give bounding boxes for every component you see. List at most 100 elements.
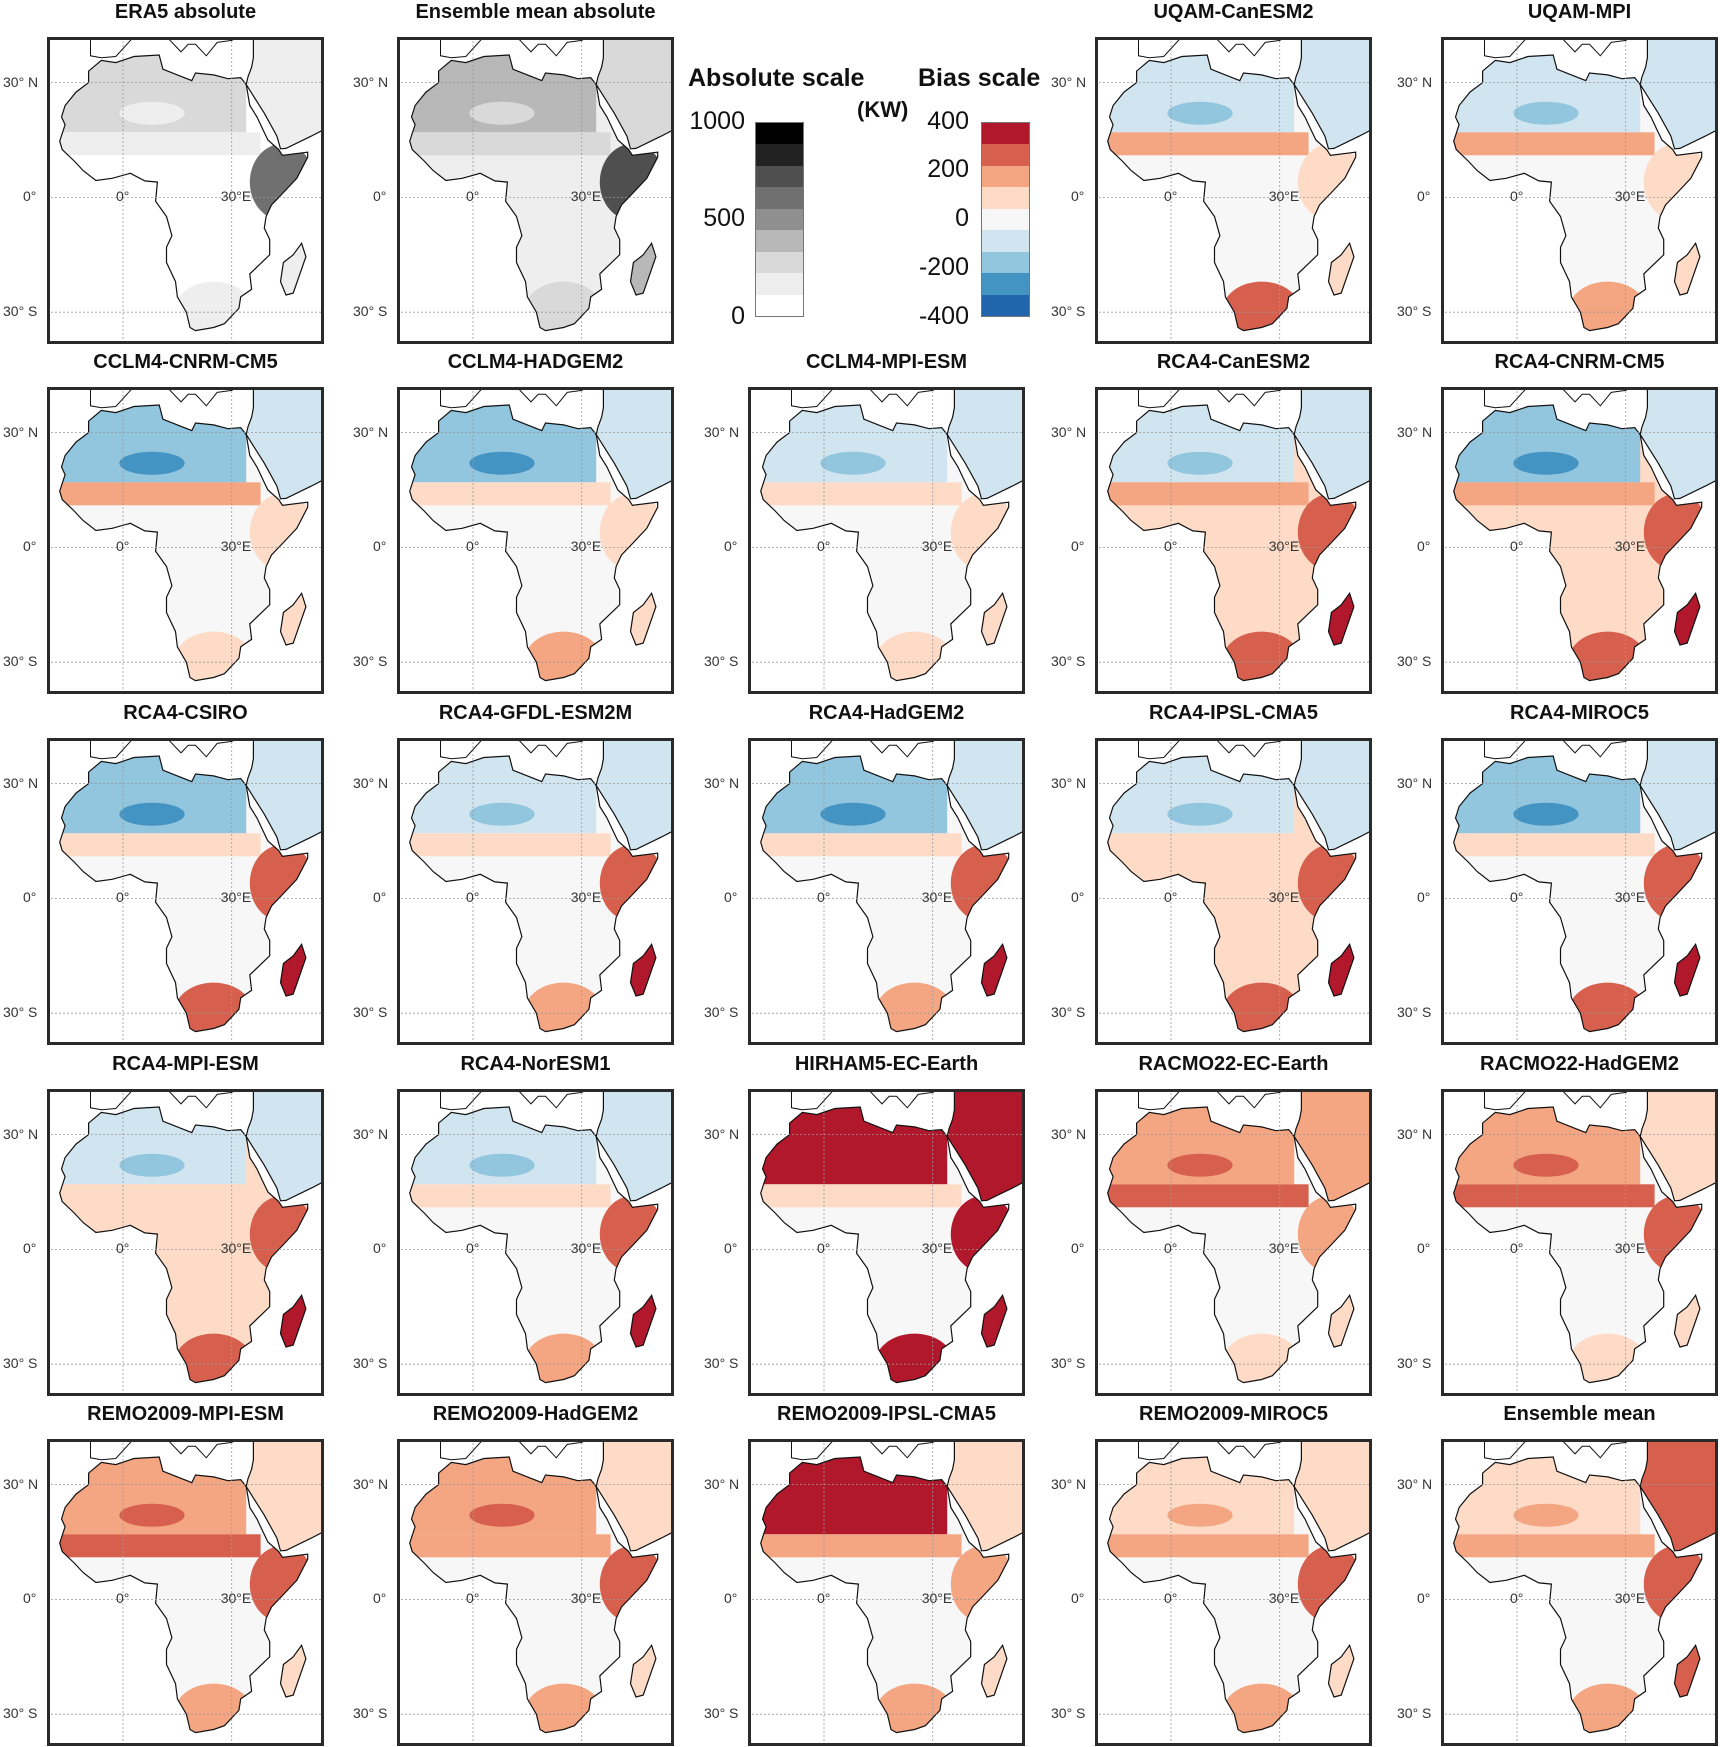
africa-map (751, 390, 1022, 691)
africa-coastline (59, 54, 309, 332)
lat-label-30n: 30° N (1397, 774, 1433, 791)
map-panel: RCA4-MIROC5 (1397, 702, 1718, 1045)
arabia-landmass (245, 40, 321, 150)
lat-label-30n: 30° N (353, 73, 389, 90)
region-north-core (1167, 802, 1233, 826)
lat-label-0: 0° (373, 188, 387, 205)
europe-landmass (1484, 1442, 1628, 1461)
map-frame: 0° 30°E (1441, 738, 1718, 1045)
colorbar-segment (982, 251, 1029, 274)
colorbar-segment (756, 187, 803, 209)
lon-label-0: 0° (1510, 1240, 1524, 1257)
lat-label-0: 0° (373, 1590, 387, 1607)
europe-landmass (1138, 390, 1282, 409)
panel-title: ERA5 absolute (114, 1, 257, 23)
map-panel: RCA4-GFDL-ESM2M (353, 702, 674, 1045)
lat-label-30n: 30° N (1051, 774, 1087, 791)
panel-title: REMO2009-MIROC5 (1139, 1403, 1328, 1425)
madagascar (980, 1643, 1008, 1698)
region-north-core (1167, 101, 1233, 125)
graticule (400, 741, 671, 1042)
region-north-core (469, 451, 535, 475)
map-frame: 0° 30°E (47, 1089, 324, 1396)
africa-map (1444, 1092, 1715, 1393)
madagascar (629, 241, 657, 296)
lat-label-30s: 30° S (1397, 303, 1432, 320)
panel-title: RCA4-CNRM-CM5 (1494, 351, 1665, 373)
lat-label-30s: 30° S (704, 1004, 739, 1021)
region-sahel (1453, 833, 1655, 857)
europe-landmass (1138, 741, 1282, 760)
africa-map (50, 390, 321, 691)
region-north-core (469, 1153, 535, 1177)
colorbar-segment (982, 230, 1029, 252)
lon-label-0: 0° (116, 889, 130, 906)
lat-label-30s: 30° S (1051, 1705, 1086, 1722)
lon-label-0: 0° (116, 1240, 130, 1257)
map-panel: UQAM-MPI (1397, 1, 1718, 344)
lat-label-30n: 30° N (353, 1125, 389, 1142)
colorbar-segment (756, 144, 803, 166)
absolute-tick: 500 (703, 204, 745, 232)
lat-label-30s: 30° S (3, 1705, 38, 1722)
lon-label-30e: 30°E (570, 889, 602, 906)
lat-label-0: 0° (1071, 889, 1085, 906)
madagascar (1673, 241, 1701, 296)
africa-coastline (409, 54, 659, 332)
lat-label-30s: 30° S (353, 1705, 388, 1722)
region-north-core (820, 1503, 886, 1527)
africa-coastline (409, 404, 659, 682)
region-north-core (119, 1503, 185, 1527)
region-sahel (59, 132, 261, 156)
lat-label-30n: 30° N (1051, 1475, 1087, 1492)
panel-title: UQAM-MPI (1527, 1, 1632, 23)
region-sahel (409, 1534, 611, 1558)
map-frame: 0° 30°E (1095, 387, 1372, 694)
arabia-landmass (1639, 40, 1715, 150)
madagascar (1327, 1293, 1355, 1348)
arabia-landmass (946, 741, 1022, 851)
europe-landmass (440, 390, 584, 409)
graticule (751, 390, 1022, 691)
graticule (50, 1092, 321, 1393)
colorbar-segment (982, 294, 1029, 316)
lat-label-30s: 30° S (1051, 1355, 1086, 1372)
arabia-landmass (946, 1092, 1022, 1202)
lat-label-30s: 30° S (353, 1004, 388, 1021)
lat-label-30n: 30° N (353, 423, 389, 440)
africa-map (1444, 741, 1715, 1042)
map-frame: 0° 30°E (1441, 1439, 1718, 1746)
panel-title: RACMO22-EC-Earth (1138, 1053, 1329, 1075)
graticule (1444, 741, 1715, 1042)
region-sahel (409, 833, 611, 857)
madagascar (980, 942, 1008, 997)
lat-label-30s: 30° S (704, 1705, 739, 1722)
graticule (400, 1442, 671, 1743)
lat-label-30n: 30° N (3, 774, 39, 791)
africa-map (1098, 40, 1369, 341)
lat-label-30n: 30° N (1051, 423, 1087, 440)
lon-label-30e: 30°E (1614, 1240, 1646, 1257)
lat-label-0: 0° (1417, 1590, 1431, 1607)
graticule (400, 1092, 671, 1393)
africa-coastline (1107, 404, 1357, 682)
panel-title: Ensemble mean (1503, 1403, 1656, 1425)
africa-map (400, 40, 671, 341)
europe-landmass (90, 390, 234, 409)
region-sahel (760, 1184, 962, 1208)
lon-label-30e: 30°E (570, 538, 602, 555)
bias-tick: 200 (927, 155, 969, 183)
map-panel: REMO2009-IPSL-CMA5 (704, 1403, 1025, 1746)
europe-landmass (440, 1092, 584, 1111)
africa-map (751, 1442, 1022, 1743)
lon-label-30e: 30°E (921, 1240, 953, 1257)
lon-label-30e: 30°E (1614, 1590, 1646, 1607)
map-panel: ERA5 absolute (3, 1, 324, 344)
africa-coastline (760, 755, 1010, 1033)
lon-label-0: 0° (1164, 1240, 1178, 1257)
madagascar (279, 591, 307, 646)
arabia-landmass (245, 1442, 321, 1552)
arabia-landmass (1293, 1092, 1369, 1202)
lon-label-30e: 30°E (220, 188, 252, 205)
africa-map (50, 1442, 321, 1743)
